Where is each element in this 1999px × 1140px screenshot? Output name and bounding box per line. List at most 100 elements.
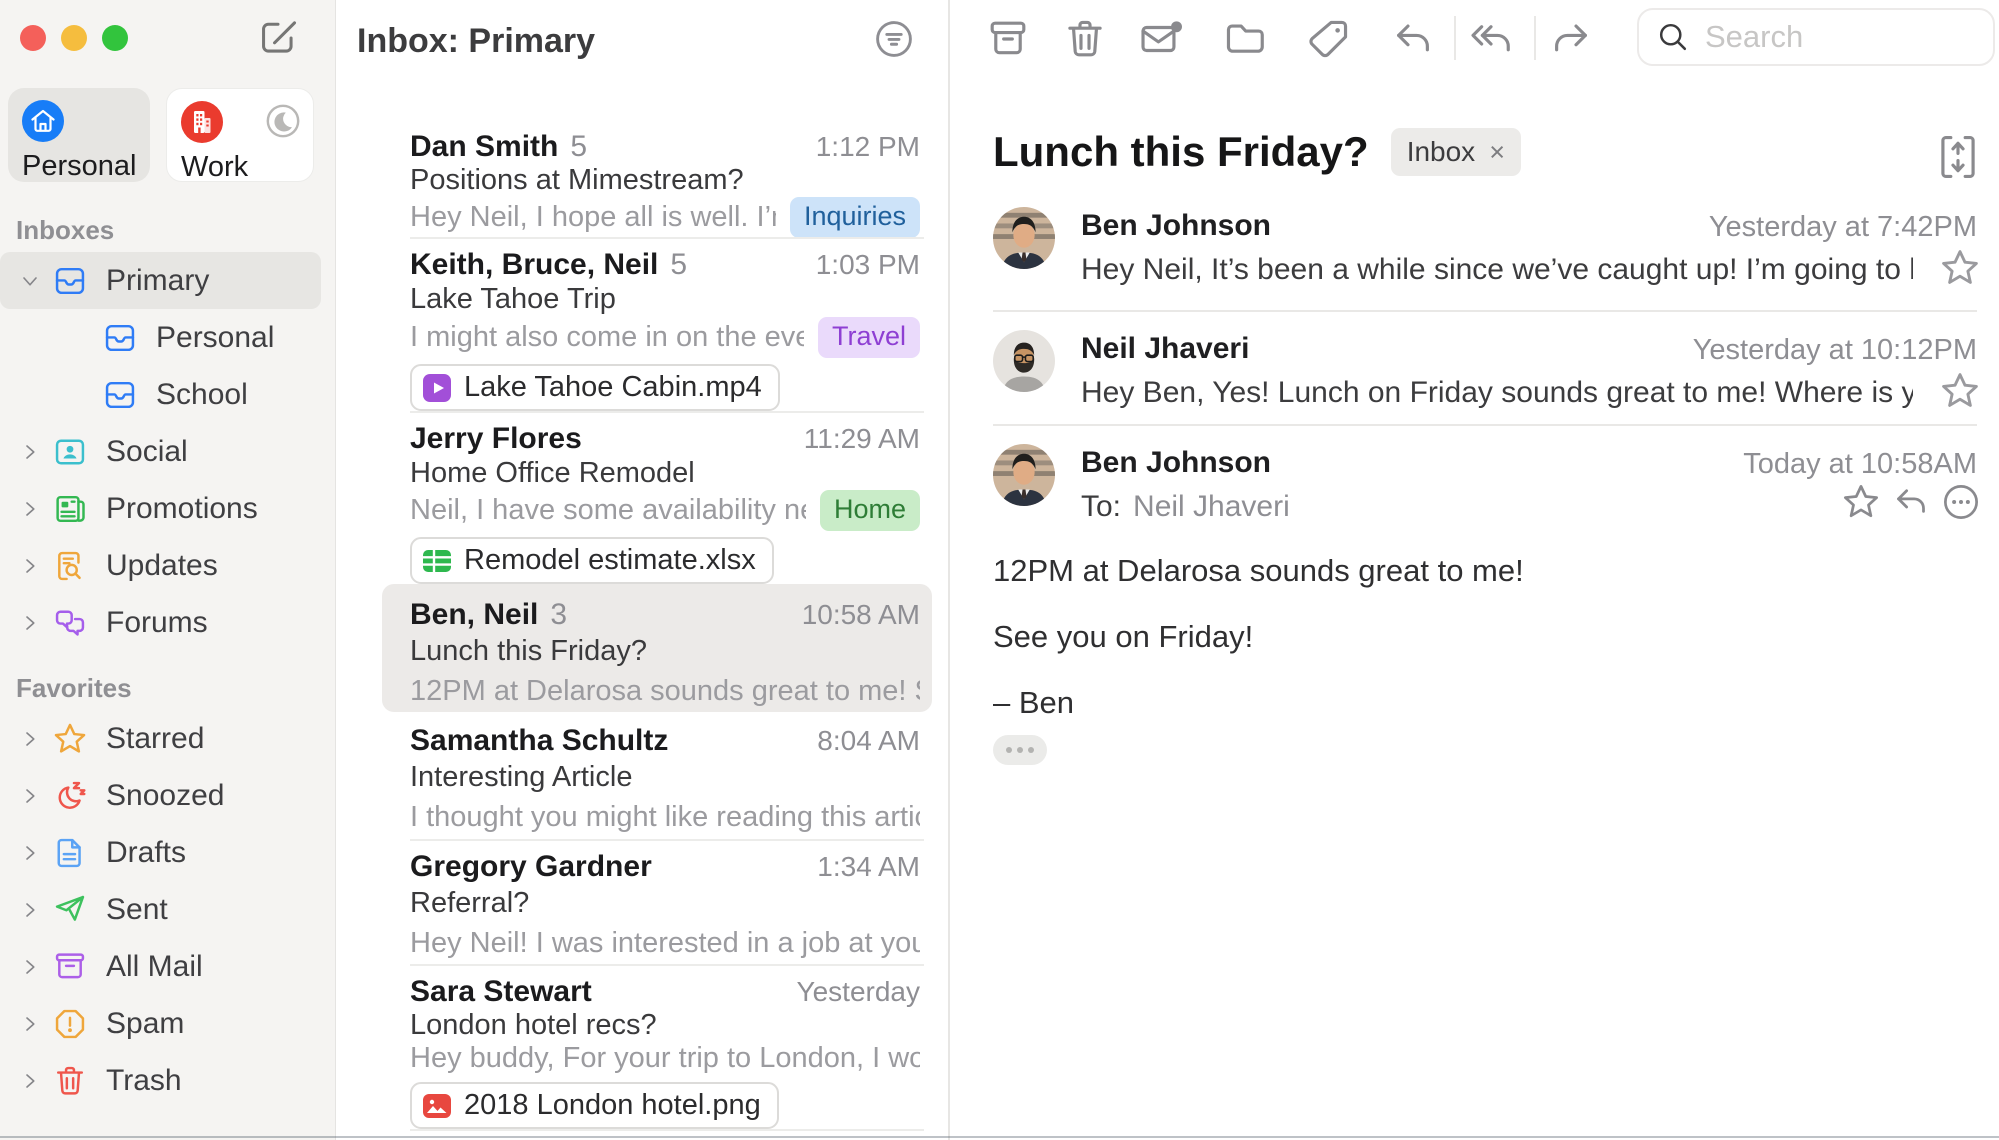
email-time: Yesterday [796,976,921,1007]
chevron-right-icon[interactable] [18,898,42,922]
sidebar-item-primary[interactable]: Primary [0,252,321,309]
recipient-line: To: Neil Jhaveri [1081,490,1290,524]
recipient-name: Neil Jhaveri [1133,490,1290,523]
star-icon[interactable] [1939,370,1981,412]
moon-icon [265,103,301,139]
show-quoted-text-button[interactable] [993,735,1047,765]
body-paragraph: 12PM at Delarosa sounds great to me! [993,553,1524,588]
sidebar-item-label: Sent [106,892,168,926]
chevron-right-icon[interactable] [18,497,42,521]
move-to-folder-icon[interactable] [1222,16,1268,62]
close-button[interactable] [20,25,46,51]
house-icon [22,100,64,142]
account-tab-work[interactable]: Work [166,88,314,183]
sidebar-item-trash[interactable]: Trash [0,1052,335,1109]
video-file-icon [423,373,451,402]
sidebar-item-drafts[interactable]: Drafts [0,824,335,881]
chevron-right-icon[interactable] [18,727,42,751]
label-tag-icon[interactable] [1306,16,1352,62]
email-row[interactable]: Samantha Schultz 8:04 AM Interesting Arti… [336,714,950,839]
sidebar-item-all-mail[interactable]: All Mail [0,938,335,995]
reply-icon[interactable] [1891,482,1931,522]
chevron-right-icon[interactable] [18,784,42,808]
window-bottom-edge [0,1136,1999,1138]
attachment-name: Remodel estimate.xlsx [464,544,756,576]
attachment-chip[interactable]: Lake Tahoe Cabin.mp4 [410,364,780,411]
search-icon [1655,19,1691,55]
sidebar-item-personal-inbox[interactable]: Personal [0,309,335,366]
email-subject: Positions at Mimestream? [410,164,744,196]
chevron-right-icon[interactable] [18,841,42,865]
remove-label-icon[interactable]: × [1489,136,1505,167]
label-badge: Home [819,490,920,531]
email-row[interactable]: Gregory Gardner 1:34 AM Referral? Hey Nei… [336,840,950,964]
email-row[interactable]: Dan Smith 5 1:12 PM Positions at Mimestrea… [336,120,950,238]
sidebar-item-updates[interactable]: Updates [0,537,335,594]
zoom-button[interactable] [102,25,128,51]
chevron-right-icon[interactable] [18,1069,42,1093]
mark-unread-icon[interactable] [1138,16,1184,62]
row-divider [410,964,924,966]
email-time: 1:34 AM [817,851,920,882]
expanded-message-header[interactable]: Ben Johnson Today at 10:58AM To: Neil Jh… [993,440,1977,540]
search-input[interactable] [1703,18,1977,56]
sidebar-item-label: Spam [106,1006,185,1040]
chevron-right-icon[interactable] [18,554,42,578]
email-subject: Referral? [410,887,530,919]
trash-icon[interactable] [1062,16,1108,62]
email-row[interactable]: Jerry Flores 11:29 AM Home Office Remodel… [336,412,950,584]
email-time: 1:12 PM [815,131,920,162]
message-sender: Neil Jhaveri [1081,332,1250,365]
email-row[interactable]: Sara Stewart Yesterday London hotel recs?… [336,965,950,1129]
row-divider [410,237,924,239]
inbox-icon [52,263,88,299]
sidebar-item-school-inbox[interactable]: School [0,366,335,423]
sidebar-item-social[interactable]: Social [0,423,335,480]
collapsed-message[interactable]: Ben Johnson Yesterday at 7:42PM Hey Neil… [993,203,1977,307]
minimize-button[interactable] [61,25,87,51]
star-icon[interactable] [1939,247,1981,289]
compose-button[interactable] [256,16,300,60]
message-divider [993,310,1977,312]
message-preview: Hey Ben, Yes! Lunch on Friday sounds gre… [1081,376,1913,409]
sidebar-item-spam[interactable]: Spam [0,995,335,1052]
avatar [993,207,1055,269]
sidebar-item-forums[interactable]: Forums [0,594,335,651]
sidebar-item-promotions[interactable]: Promotions [0,480,335,537]
attachment-chip[interactable]: 2018 London hotel.png [410,1082,779,1129]
star-icon[interactable] [1841,482,1881,522]
search-field[interactable] [1637,8,1995,66]
message-actions [1841,482,1981,522]
archive-icon[interactable] [985,16,1031,62]
reply-icon[interactable] [1390,16,1436,62]
chevron-right-icon[interactable] [18,955,42,979]
sidebar-item-label: Social [106,434,188,468]
collapsed-message[interactable]: Neil Jhaveri Yesterday at 10:12PM Hey Be… [993,326,1977,430]
avatar [993,330,1055,392]
message-preview: Hey Neil, It’s been a while since we’ve … [1081,253,1913,286]
inbox-label-chip[interactable]: Inbox × [1390,128,1521,176]
reply-all-icon[interactable] [1468,16,1514,62]
section-header-favorites: Favorites [16,672,132,703]
sidebar-item-starred[interactable]: Starred [0,710,335,767]
chevron-right-icon[interactable] [18,1012,42,1036]
contact-card-icon [52,434,88,470]
more-options-icon[interactable] [1941,482,1981,522]
sidebar-item-sent[interactable]: Sent [0,881,335,938]
trash-icon [52,1063,88,1099]
chevron-right-icon[interactable] [18,440,42,464]
email-subject: Lake Tahoe Trip [410,283,616,315]
attachment-chip[interactable]: Remodel estimate.xlsx [410,537,774,584]
sidebar-item-snoozed[interactable]: Snoozed [0,767,335,824]
thread-count: 5 [570,130,588,163]
chevron-down-icon[interactable] [18,269,42,293]
message-divider [993,424,1977,426]
forward-icon[interactable] [1548,16,1594,62]
account-tab-personal[interactable]: Personal [8,88,150,182]
email-row[interactable]: Keith, Bruce, Neil 5 1:03 PM Lake Tahoe Tr… [336,238,950,411]
expand-collapse-icon[interactable] [1935,132,1981,182]
chevron-right-icon[interactable] [18,611,42,635]
chat-bubbles-icon [52,605,88,641]
filter-icon[interactable] [873,18,915,60]
email-row-selected[interactable]: Ben, Neil 3 10:58 AM Lunch this Friday? 12… [336,588,950,714]
